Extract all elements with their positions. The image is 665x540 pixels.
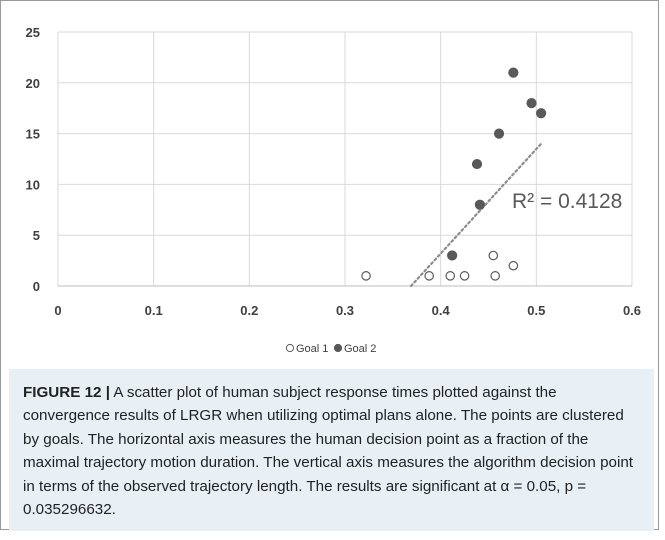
x-tick-label: 0.4 xyxy=(432,303,451,318)
legend: Goal 1 Goal 2 xyxy=(285,343,376,355)
caption-label: FIGURE 12 | xyxy=(23,384,110,401)
goal-1-point xyxy=(424,271,434,281)
goal-1-point xyxy=(490,271,500,281)
goal-1-point xyxy=(361,271,371,281)
legend-marker xyxy=(285,343,295,353)
y-tick-label: 15 xyxy=(26,127,40,142)
goal-2-point xyxy=(526,98,537,109)
caption-paragraph: FIGURE 12 | A scatter plot of human subj… xyxy=(23,381,640,521)
goal-2-point xyxy=(474,199,485,210)
caption-body: A scatter plot of human subject response… xyxy=(23,384,634,519)
goal-1-point xyxy=(445,271,456,281)
goal-2-point xyxy=(471,158,483,170)
x-tick-label: 0.6 xyxy=(623,303,641,318)
goal-2-point xyxy=(508,67,519,78)
y-tick-label: 25 xyxy=(26,25,40,40)
legend-label: Goal 2 xyxy=(344,343,376,355)
goal-2-point xyxy=(493,128,505,139)
x-tick-label: 0.1 xyxy=(145,303,163,318)
goal-1-point xyxy=(459,271,470,281)
grid xyxy=(57,31,633,286)
scatter-chart: 0 5 10 15 20 25 0 0.1 0.2 0.3 0.4 0.5 0.6 R² = 0.412… xyxy=(26,25,642,355)
y-tick-label: 5 xyxy=(33,228,40,243)
axes: 0 5 10 15 20 25 0 0.1 0.2 0.3 0.4 0.5 0.6 xyxy=(26,25,642,318)
x-tick-label: 0 xyxy=(54,303,61,318)
goal-2-point xyxy=(536,108,547,119)
y-tick-label: 20 xyxy=(26,76,40,91)
goal-1-point xyxy=(508,260,519,271)
trendline-group: R² = 0.4128 xyxy=(409,142,622,288)
figure-caption: FIGURE 12 | A scatter plot of human subj… xyxy=(9,369,654,531)
x-tick-label: 0.2 xyxy=(240,303,258,318)
trendline xyxy=(409,142,543,288)
x-tick-label: 0.5 xyxy=(527,303,545,318)
r-squared-label: R² = 0.4128 xyxy=(512,190,622,213)
x-tick-label: 0.3 xyxy=(336,303,354,318)
legend-marker xyxy=(333,343,343,353)
goal-2-point xyxy=(447,250,458,261)
legend-label: Goal 1 xyxy=(296,343,328,355)
y-tick-label: 0 xyxy=(33,279,40,294)
goal-1-point xyxy=(488,250,499,261)
y-tick-label: 10 xyxy=(26,177,40,192)
data-points xyxy=(361,67,547,281)
